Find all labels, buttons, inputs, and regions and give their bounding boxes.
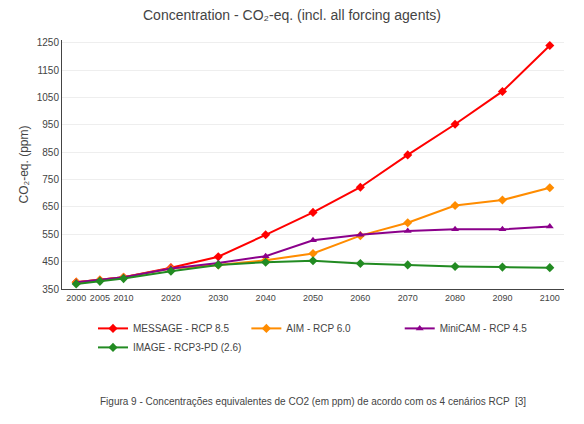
svg-text:Figura 9 - Concentrações equiv: Figura 9 - Concentrações equivalentes de… [100,396,526,407]
svg-text:CO₂-eq. (ppm): CO₂-eq. (ppm) [17,125,31,203]
svg-text:850: 850 [42,147,59,158]
svg-text:2030: 2030 [208,293,228,303]
svg-text:1250: 1250 [37,37,60,48]
svg-text:2040: 2040 [256,293,276,303]
svg-text:Concentration - CO₂-eq. (incl.: Concentration - CO₂-eq. (incl. all forci… [143,7,441,23]
svg-text:2080: 2080 [445,293,465,303]
svg-text:2020: 2020 [161,293,181,303]
svg-text:2060: 2060 [350,293,370,303]
svg-text:650: 650 [42,201,59,212]
svg-text:IMAGE - RCP3-PD (2.6): IMAGE - RCP3-PD (2.6) [133,342,241,353]
svg-text:2100: 2100 [540,293,560,303]
svg-text:MESSAGE - RCP 8.5: MESSAGE - RCP 8.5 [133,323,229,334]
svg-text:450: 450 [42,256,59,267]
svg-text:AIM - RCP 6.0: AIM - RCP 6.0 [286,323,351,334]
svg-text:2000: 2000 [66,293,86,303]
svg-text:350: 350 [42,284,59,295]
svg-text:550: 550 [42,229,59,240]
svg-text:2050: 2050 [303,293,323,303]
svg-text:2010: 2010 [114,293,134,303]
svg-text:1150: 1150 [37,65,59,76]
svg-text:750: 750 [42,174,59,185]
svg-text:2090: 2090 [492,293,512,303]
svg-text:950: 950 [42,119,59,130]
svg-text:2005: 2005 [90,293,110,303]
svg-text:2070: 2070 [398,293,418,303]
svg-text:MiniCAM - RCP 4.5: MiniCAM - RCP 4.5 [440,323,527,334]
svg-text:1050: 1050 [37,92,60,103]
